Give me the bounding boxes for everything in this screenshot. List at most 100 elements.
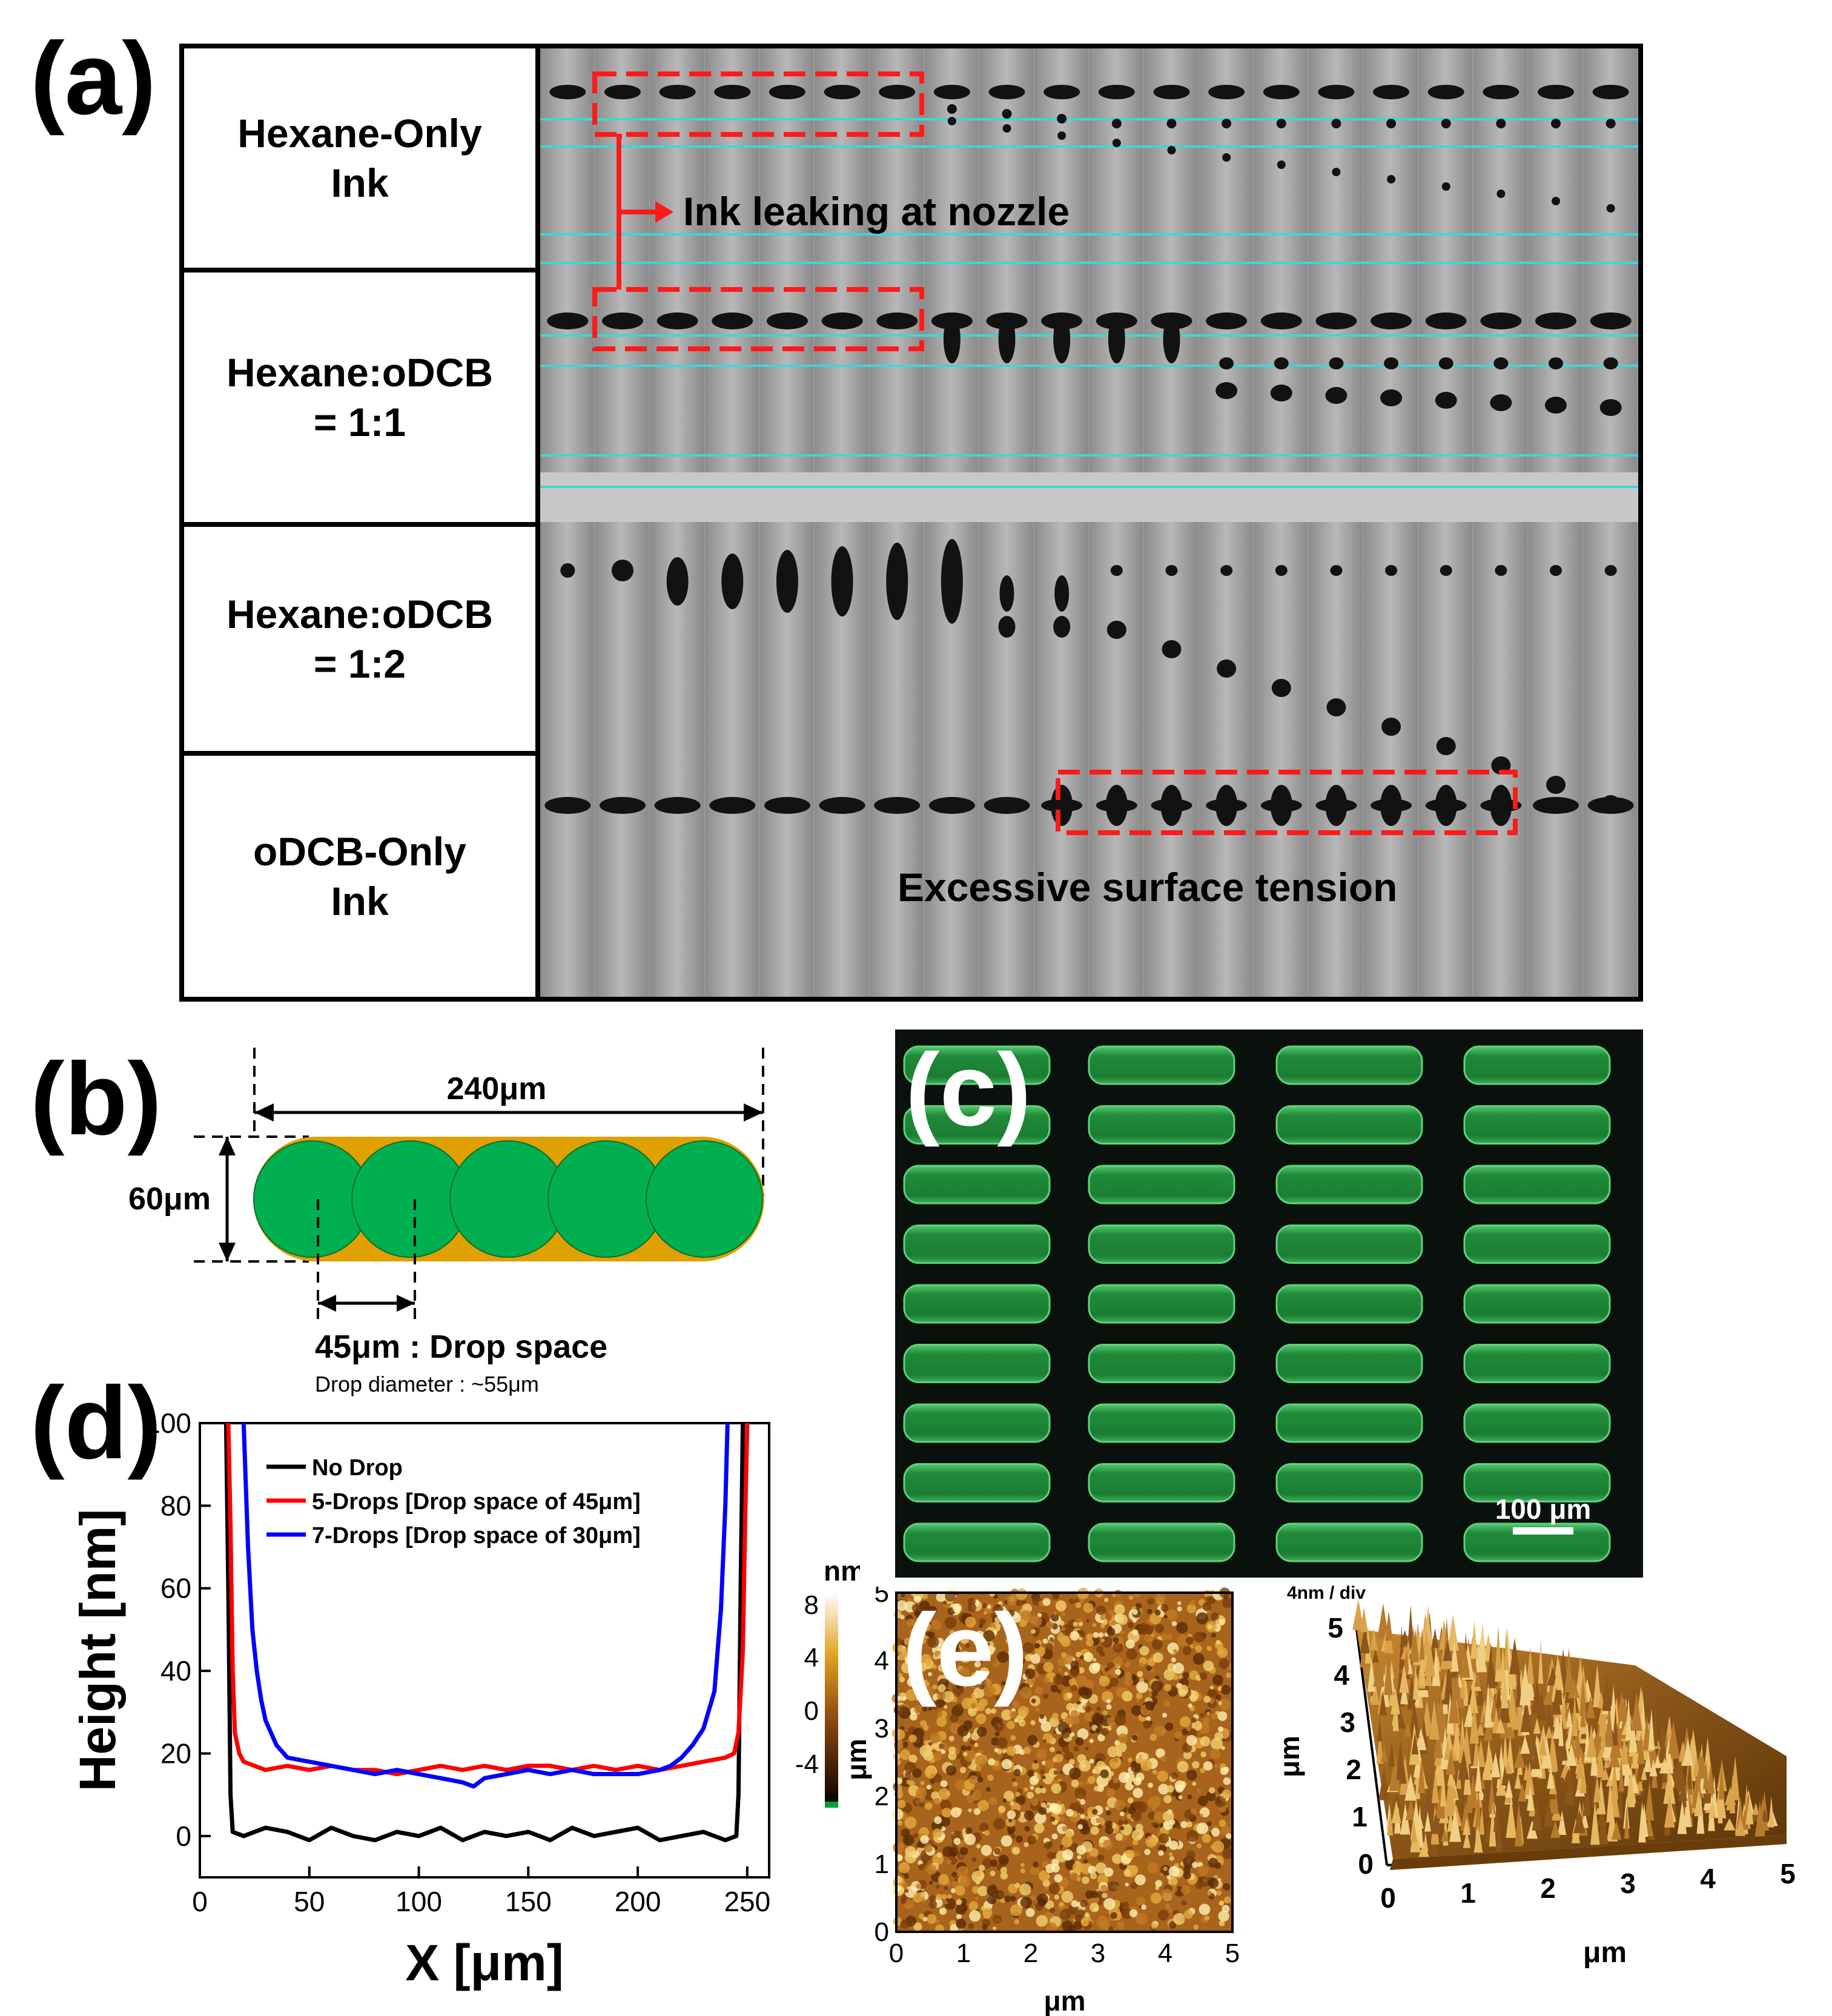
afm-grain — [971, 1857, 977, 1862]
afm-grain — [924, 1843, 933, 1852]
afm-spike — [1490, 1752, 1501, 1777]
afm-grain — [1189, 1599, 1196, 1606]
afm-grain — [1211, 1737, 1223, 1750]
afm-grain — [1031, 1629, 1036, 1634]
afm-grain — [1144, 1849, 1151, 1856]
afm-grain — [1063, 1751, 1074, 1761]
afm-grain — [979, 1618, 986, 1625]
afm-grain — [994, 1848, 1001, 1855]
droplet — [1550, 565, 1562, 576]
afm-spike — [1480, 1783, 1490, 1818]
afm-spike — [1581, 1811, 1589, 1828]
afm-spike — [1506, 1797, 1516, 1838]
droplet — [1496, 190, 1506, 198]
afm-spike — [1543, 1691, 1552, 1705]
afm-grain — [1215, 1640, 1221, 1645]
afm-spike — [1404, 1774, 1417, 1801]
afm-grain — [970, 1703, 976, 1709]
afm-grain — [1070, 1872, 1078, 1880]
afm-grain — [1155, 1593, 1166, 1604]
afm-grain — [1172, 1648, 1177, 1654]
afm-grain — [1131, 1811, 1142, 1822]
afm-grain — [1057, 1657, 1066, 1667]
afm-grain — [948, 1746, 956, 1754]
afm-grain — [1222, 1905, 1230, 1913]
afm-grain — [1158, 1783, 1169, 1795]
droplet — [1480, 312, 1522, 329]
afm-grain — [1095, 1862, 1107, 1874]
row-label-hexane-odcb-1-1: Hexane:oDCB = 1:1 — [184, 273, 535, 522]
afm-grain — [1105, 1820, 1113, 1828]
row-label-line: Ink — [331, 879, 389, 924]
afm-grain — [1104, 1598, 1109, 1602]
x-tick-label: 200 — [615, 1886, 661, 1917]
afm-grain — [1114, 1714, 1126, 1726]
droplet — [998, 616, 1016, 638]
afm-grain — [1106, 1704, 1112, 1710]
frame-column — [1089, 48, 1143, 997]
afm-spike — [1466, 1780, 1473, 1813]
afm-grain — [1186, 1829, 1199, 1842]
afm-grain — [1062, 1849, 1074, 1860]
afm-grain — [1176, 1622, 1188, 1634]
afm-grain — [1077, 1855, 1082, 1860]
afm-grain — [965, 1642, 970, 1648]
afm-3d-y-tick: 4 — [1334, 1659, 1349, 1691]
droplet — [886, 543, 908, 620]
afm-grain — [1197, 1843, 1202, 1849]
afm-grain — [1013, 1769, 1021, 1776]
afm-grain — [902, 1696, 907, 1700]
droplet — [1219, 357, 1234, 369]
afm-2d-axes: 00 1 1 2 2 3 3 4 4 5 5 — [875, 1587, 1240, 1968]
afm-grain — [982, 1924, 988, 1930]
afm-grain — [1128, 1865, 1139, 1875]
afm-grain — [913, 1797, 921, 1806]
afm-spike — [1400, 1645, 1410, 1659]
afm-grain — [990, 1613, 995, 1618]
afm-grain — [1140, 1759, 1152, 1771]
afm-grain — [1030, 1895, 1036, 1901]
afm-spike — [1566, 1708, 1573, 1728]
afm-grain — [1134, 1874, 1146, 1886]
afm-grain — [950, 1807, 961, 1818]
stripe — [1275, 1165, 1423, 1205]
afm-grain — [1160, 1604, 1169, 1612]
afm-grain — [1078, 1667, 1085, 1674]
afm-grain — [959, 1651, 971, 1663]
droplet — [1483, 85, 1520, 99]
droplet — [998, 315, 1016, 363]
droplet — [879, 85, 916, 99]
leak-arrowhead — [655, 201, 673, 223]
afm-grain — [1202, 1602, 1212, 1611]
afm-spike — [1399, 1630, 1410, 1648]
afm-grain — [1020, 1863, 1025, 1868]
afm-grain — [1199, 1672, 1208, 1681]
afm-grain — [1161, 1888, 1173, 1901]
afm-grain — [1000, 1866, 1007, 1874]
droplet — [1222, 119, 1232, 128]
afm-grain — [1090, 1903, 1099, 1912]
afm-grain — [1114, 1799, 1126, 1811]
afm-grain — [1209, 1685, 1214, 1690]
afm-2d-x-tick: 2 — [1023, 1938, 1038, 1968]
stripe — [1463, 1165, 1611, 1205]
y-tick-label: 100 — [145, 1407, 191, 1439]
droplet — [611, 560, 633, 581]
afm-grain — [1007, 1810, 1016, 1819]
afm-spike — [1533, 1717, 1541, 1734]
afm-spike — [1735, 1816, 1746, 1836]
droplet — [999, 575, 1014, 612]
afm-spike — [1552, 1714, 1562, 1739]
afm-grain — [1085, 1816, 1090, 1820]
afm-grain — [1025, 1908, 1035, 1917]
afm-grain — [1104, 1667, 1109, 1672]
colorbar-tick: -4 — [795, 1750, 819, 1779]
afm-grain — [993, 1659, 1000, 1667]
afm-spike — [1544, 1799, 1554, 1827]
afm-grain — [950, 1924, 959, 1933]
afm-grain — [1088, 1865, 1096, 1874]
afm-grain — [1139, 1677, 1144, 1682]
afm-grain — [1045, 1643, 1054, 1651]
afm-grain — [1134, 1851, 1140, 1857]
afm-grain — [1079, 1760, 1091, 1772]
